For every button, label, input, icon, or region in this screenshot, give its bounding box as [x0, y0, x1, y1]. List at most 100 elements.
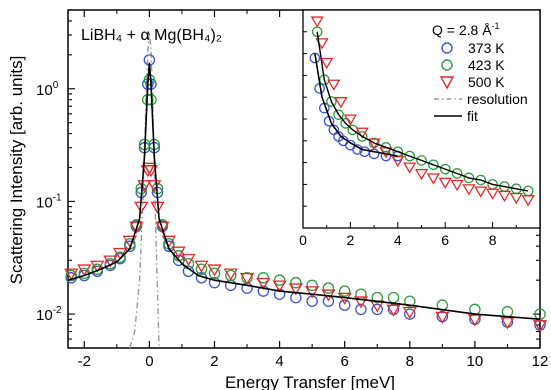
data-point-500K [181, 253, 196, 267]
data-point-500K [426, 173, 440, 185]
data-point-500K [462, 184, 476, 196]
data-point-423K [404, 295, 416, 307]
data-point-500K [143, 165, 159, 178]
y-tick-exponent: -2 [53, 305, 62, 316]
data-point-373K [371, 303, 383, 316]
data-point-500K [171, 246, 186, 259]
data-point-423K [463, 172, 475, 184]
y-axis-label: Scattering Intensity [arb. units] [7, 56, 26, 285]
y-tick-exponent: -1 [53, 192, 62, 203]
data-point-500K [438, 177, 452, 190]
data-point-500K [239, 272, 255, 286]
y-tick-exponent: 0 [53, 80, 59, 91]
inset-x-tick-label: 4 [394, 232, 402, 248]
x-tick-label: 6 [341, 353, 349, 370]
data-point-500K [272, 280, 287, 293]
data-point-373K [273, 288, 286, 300]
x-tick-label: -2 [78, 353, 91, 370]
data-point-373K [338, 299, 351, 311]
legend-label: 500 K [468, 74, 505, 90]
legend-marker-500K [439, 76, 455, 90]
data-point-500K [103, 255, 118, 268]
legend-label: 373 K [468, 40, 505, 56]
data-point-373K [355, 303, 367, 316]
data-point-500K [334, 97, 348, 109]
q-annotation-exponent: -1 [492, 21, 500, 31]
data-point-423K [322, 282, 335, 294]
data-point-373K [172, 254, 185, 267]
data-point-500K [414, 169, 429, 181]
data-point-500K [509, 192, 523, 205]
data-point-373K [208, 276, 221, 289]
data-point-500K [355, 127, 369, 139]
x-tick-label: 4 [275, 353, 283, 370]
data-point-500K [310, 16, 324, 28]
data-point-500K [77, 264, 92, 277]
data-point-500K [474, 186, 488, 198]
data-point-423K [257, 272, 270, 284]
data-point-423K [326, 96, 337, 107]
data-point-423K [439, 163, 451, 175]
legend-label: 423 K [468, 57, 505, 73]
inset-x-tick-label: 0 [299, 232, 307, 248]
x-tick-label: 8 [406, 353, 414, 370]
fit-curve [67, 62, 541, 320]
inset-x-tick-label: 2 [347, 232, 355, 248]
data-point-500K [320, 57, 334, 70]
data-point-500K [532, 320, 548, 333]
data-point-423K [273, 274, 286, 286]
data-point-423K [290, 276, 302, 289]
data-point-373K [404, 308, 416, 320]
data-point-423K [371, 291, 383, 304]
data-point-500K [402, 306, 417, 319]
data-point-500K [450, 179, 464, 192]
data-point-500K [288, 283, 303, 296]
inset-fit-curve [314, 53, 398, 157]
data-point-423K [428, 159, 439, 171]
x-axis-label: Energy Transfer [meV] [225, 373, 395, 390]
data-point-423K [451, 168, 463, 179]
data-point-500K [497, 190, 512, 203]
data-point-500K [256, 277, 271, 290]
data-point-500K [353, 296, 369, 309]
data-point-423K [306, 279, 318, 292]
data-point-423K [143, 74, 156, 86]
main-plot: -2 0 2 4 6 8 10 12 100 10-1 10-2 [36, 9, 548, 370]
y-tick-label: 10-1 [36, 192, 62, 211]
data-point-500K [327, 79, 341, 91]
data-point-373K [309, 52, 321, 64]
data-point-423K [475, 174, 487, 186]
x-tick-label: 2 [210, 353, 218, 370]
data-point-500K [403, 162, 417, 174]
legend-marker-423K [441, 59, 453, 71]
legend-label: resolution [467, 91, 528, 107]
legend-marker-373K [441, 42, 453, 54]
x-tick-label: 10 [467, 353, 484, 370]
data-point-500K [223, 268, 238, 281]
data-point-500K [386, 304, 401, 317]
data-point-500K [194, 260, 209, 273]
data-point-500K [155, 221, 170, 234]
data-point-423K [104, 257, 117, 270]
data-point-500K [64, 268, 79, 281]
data-point-500K [343, 114, 358, 126]
data-point-500K [207, 264, 222, 277]
data-point-423K [416, 155, 427, 166]
data-point-423K [333, 109, 344, 120]
data-point-423K [208, 267, 221, 280]
inset-x-tick-label: 6 [441, 232, 449, 248]
data-point-500K [129, 221, 144, 234]
y-tick-label: 100 [36, 80, 59, 99]
data-point-500K [112, 247, 128, 261]
x-tick-label: 0 [145, 353, 153, 370]
data-point-500K [521, 195, 535, 207]
inset-fit-curve-423K [316, 31, 529, 192]
data-point-423K [404, 150, 415, 162]
legend-label: fit [467, 108, 478, 124]
chart-title: LiBH₄ + α Mg(BH₄)₂ [81, 27, 222, 44]
data-point-500K [500, 317, 515, 330]
data-point-500K [485, 188, 500, 200]
q-annotation: Q = 2.8 Å-1 [432, 21, 500, 38]
